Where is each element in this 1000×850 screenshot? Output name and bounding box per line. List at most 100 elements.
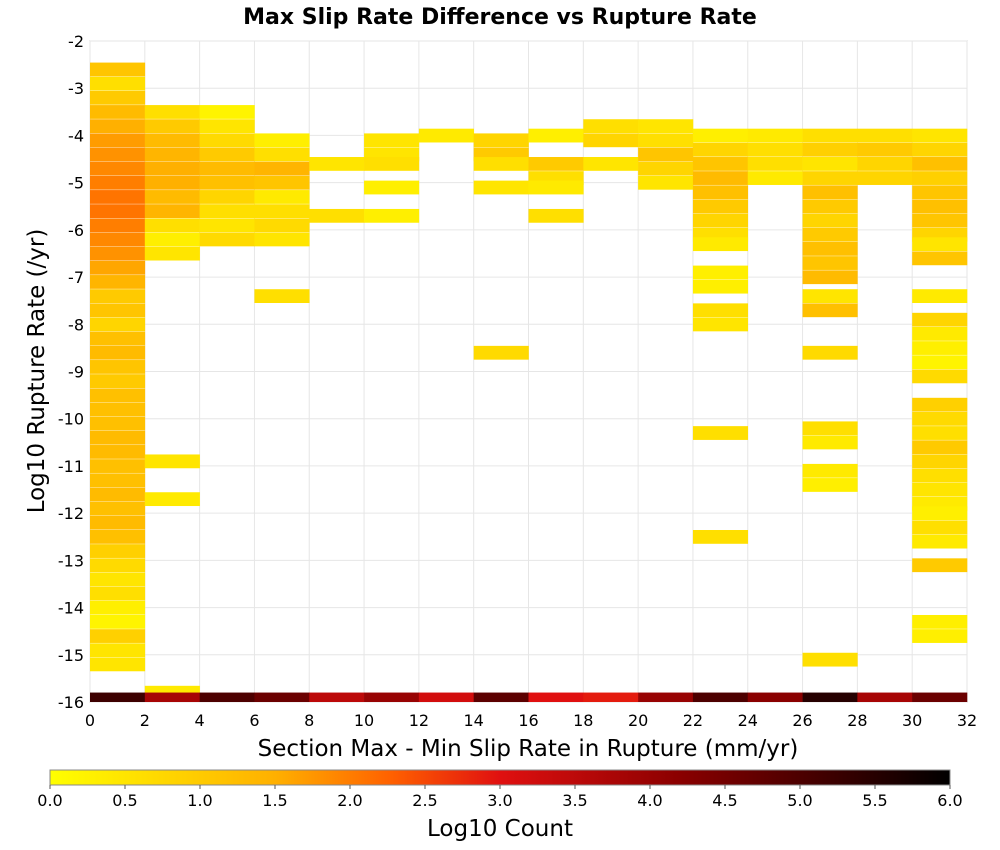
heatmap-cell	[912, 213, 968, 228]
heatmap-cell	[144, 119, 200, 134]
x-tick-label: 32	[957, 711, 977, 730]
colorbar-tick-label: 2.5	[412, 791, 437, 810]
colorbar-tick-label: 1.5	[262, 791, 287, 810]
heatmap-cell	[802, 227, 858, 242]
heatmap-cell	[528, 157, 584, 171]
colorbar	[49, 769, 951, 786]
heatmap-cell	[90, 388, 146, 403]
y-axis-ticks: -2 -3 -4 -5 -6 -7 -8 -9 -10 -11 -12 -13 -14 -15 -16	[58, 32, 84, 712]
y-tick-label: -4	[68, 126, 84, 145]
heatmap-cell	[199, 175, 255, 190]
heatmap-cell	[912, 142, 968, 157]
heatmap-cell	[364, 157, 420, 171]
heatmap-cell	[199, 105, 255, 119]
heatmap-cell-bottom-row	[144, 692, 200, 702]
y-tick-label: -10	[58, 410, 84, 429]
heatmap-cell-bottom-row	[364, 692, 420, 702]
heatmap-cell	[90, 614, 146, 629]
heatmap-cell	[309, 157, 365, 171]
heatmap-cell	[90, 360, 146, 374]
heatmap-cell	[90, 600, 146, 615]
heatmap-cell	[144, 218, 200, 233]
heatmap-cell	[802, 463, 858, 478]
colorbar-tick-label: 0.5	[112, 791, 137, 810]
heatmap-cell	[90, 317, 146, 332]
colorbar-tick-label: 1.0	[187, 791, 212, 810]
heatmap-cell	[638, 147, 694, 162]
heatmap-cell-bottom-row	[747, 692, 803, 702]
heatmap-cell	[90, 501, 146, 516]
colorbar-ticks: 0.0 0.5 1.0 1.5 2.0 2.5 3.0 3.5 4.0 4.5 5.0 5.5 6.0	[37, 785, 963, 810]
heatmap-cell	[802, 652, 858, 667]
heatmap-cell	[747, 171, 803, 185]
y-tick-label: -7	[68, 268, 84, 287]
heatmap-cell	[90, 119, 146, 134]
colorbar-tick-label: 4.0	[637, 791, 662, 810]
heatmap-cell	[802, 142, 858, 157]
heatmap-cell	[90, 133, 146, 148]
heatmap-cell	[912, 440, 968, 455]
heatmap-cell	[912, 506, 968, 521]
heatmap-cell	[912, 237, 968, 252]
heatmap-cell	[90, 204, 146, 219]
colorbar-tick-label: 3.5	[562, 791, 587, 810]
heatmap-cell	[418, 128, 474, 143]
heatmap-cell	[90, 544, 146, 558]
heatmap-cell	[692, 185, 749, 200]
heatmap-cell	[857, 128, 913, 143]
heatmap-cell	[912, 397, 968, 412]
heatmap-cell	[912, 614, 968, 629]
heatmap-cell	[802, 128, 858, 143]
heatmap-cell	[912, 312, 968, 327]
y-tick-label: -8	[68, 315, 84, 334]
heatmap-cell	[90, 232, 146, 247]
heatmap-cell	[912, 326, 968, 341]
heatmap-cell-bottom-row	[583, 692, 639, 702]
colorbar-tick-label: 2.0	[337, 791, 362, 810]
heatmap-cell	[90, 459, 146, 473]
x-tick-label: 26	[792, 711, 812, 730]
heatmap-cell	[254, 133, 310, 148]
heatmap-cell	[692, 128, 749, 143]
heatmap-cell	[144, 147, 200, 162]
colorbar-label: Log10 Count	[427, 816, 573, 842]
heatmap-cell	[747, 128, 803, 143]
heatmap-cell	[583, 133, 639, 148]
heatmap-cell	[802, 345, 858, 360]
heatmap-cell	[90, 572, 146, 587]
heatmap-cell	[802, 435, 858, 450]
heatmap-cell	[528, 208, 584, 223]
heatmap-cell	[144, 105, 200, 119]
heatmap-cell-bottom-row	[309, 692, 365, 702]
heatmap-cell	[692, 237, 749, 252]
heatmap-cell	[473, 157, 529, 171]
heatmap-cell	[912, 482, 968, 497]
heatmap-cell	[802, 199, 858, 214]
heatmap-cell	[473, 180, 529, 195]
heatmap-cell	[692, 426, 749, 440]
heatmap-cell	[144, 232, 200, 247]
heatmap-cell	[857, 142, 913, 157]
heatmap-cell	[90, 161, 146, 176]
heatmap-cell	[199, 232, 255, 247]
x-tick-label: 28	[847, 711, 867, 730]
heatmap-cell	[254, 190, 310, 204]
heatmap-cell-bottom-row	[528, 692, 584, 702]
heatmap-cell	[638, 133, 694, 148]
heatmap-cell	[144, 454, 200, 469]
heatmap-cell	[199, 204, 255, 219]
heatmap-cell	[473, 133, 529, 148]
heatmap-cell	[912, 185, 968, 200]
heatmap-cell	[912, 157, 968, 171]
heatmap-cell-bottom-row	[90, 692, 146, 702]
heatmap-cell	[90, 558, 146, 573]
y-tick-label: -13	[58, 551, 84, 570]
heatmap-cell	[912, 199, 968, 214]
x-tick-label: 18	[573, 711, 593, 730]
heatmap-cell	[802, 478, 858, 492]
heatmap-cell	[692, 142, 749, 157]
heatmap-cell	[90, 218, 146, 233]
heatmap-cell	[802, 185, 858, 200]
heatmap-cell	[144, 133, 200, 148]
heatmap-cell-bottom-row	[802, 692, 858, 702]
